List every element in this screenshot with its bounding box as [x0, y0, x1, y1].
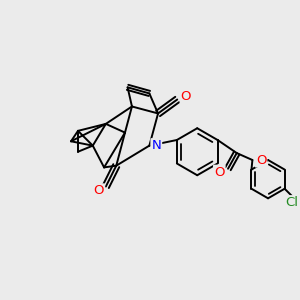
Text: O: O	[214, 166, 225, 179]
Text: O: O	[256, 154, 266, 166]
Text: O: O	[94, 184, 104, 197]
Text: N: N	[152, 139, 161, 152]
Text: Cl: Cl	[285, 196, 298, 209]
Text: O: O	[181, 89, 191, 103]
